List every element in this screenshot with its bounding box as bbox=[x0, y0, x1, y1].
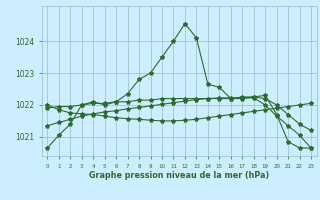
X-axis label: Graphe pression niveau de la mer (hPa): Graphe pression niveau de la mer (hPa) bbox=[89, 171, 269, 180]
